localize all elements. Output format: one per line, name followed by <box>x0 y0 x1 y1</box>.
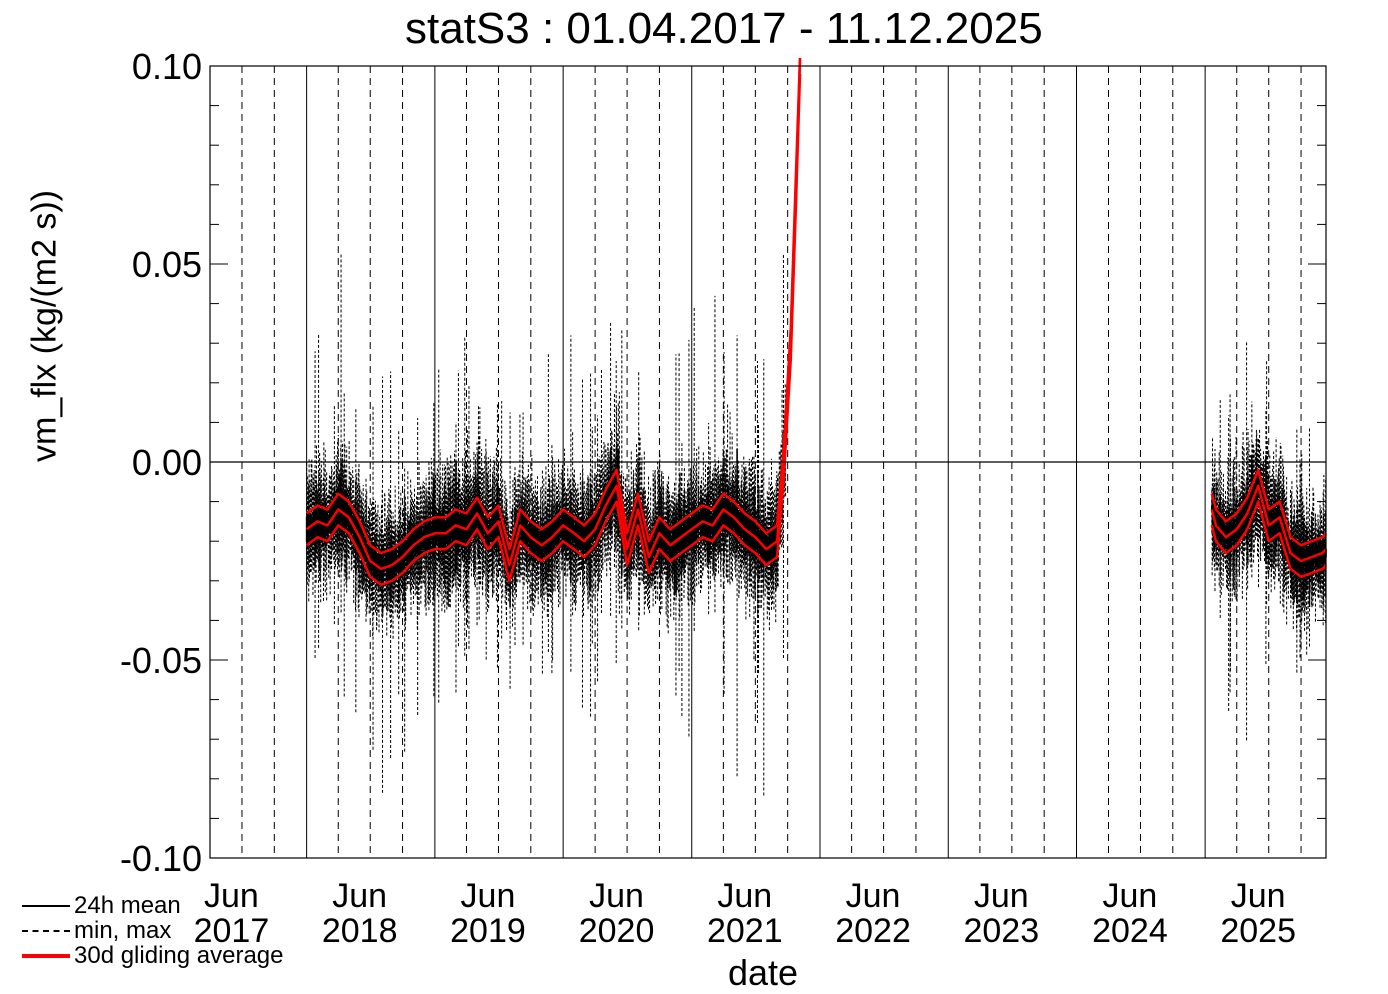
legend-swatch-solid <box>22 905 70 907</box>
legend-label: min, max <box>74 917 172 944</box>
axis-ticks: 0.100.050.00-0.05-0.10Jun2017Jun2018Jun2… <box>120 46 1326 950</box>
gliding-average-line <box>305 58 802 571</box>
legend-swatch-dashed <box>22 930 70 932</box>
legend-label: 24h mean <box>74 892 181 919</box>
x-tick-year: 2023 <box>963 912 1039 950</box>
gliding-average-line <box>1210 500 1327 579</box>
x-tick-month: Jun <box>461 877 516 915</box>
x-tick-year: 2021 <box>707 912 783 950</box>
y-tick-label: -0.05 <box>120 640 202 681</box>
gliding-average-line <box>1210 468 1327 547</box>
y-tick-label: 0.10 <box>132 46 202 87</box>
gliding-average-line <box>305 58 802 555</box>
x-tick-year: 2020 <box>579 912 655 950</box>
gliding-average-line <box>1210 484 1327 563</box>
y-tick-label: 0.00 <box>132 442 202 483</box>
chart-title: statS3 : 01.04.2017 - 11.12.2025 <box>405 4 1043 53</box>
x-tick-month: Jun <box>717 877 772 915</box>
y-axis-label: vm_flx (kg/(m2 s)) <box>25 190 64 462</box>
x-tick-month: Jun <box>1103 877 1158 915</box>
gliding-average-line <box>305 73 802 587</box>
y-tick-label: 0.05 <box>132 244 202 285</box>
legend-swatch-red <box>22 954 70 958</box>
x-tick-year: 2025 <box>1220 912 1296 950</box>
x-tick-month: Jun <box>1231 877 1286 915</box>
x-tick-month: Jun <box>846 877 901 915</box>
x-tick-month: Jun <box>974 877 1029 915</box>
x-tick-month: Jun <box>204 877 259 915</box>
x-tick-year: 2019 <box>450 912 526 950</box>
x-tick-year: 2017 <box>194 912 270 950</box>
x-tick-year: 2022 <box>835 912 911 950</box>
legend-label: 30d gliding average <box>74 942 284 969</box>
x-axis-label: date <box>728 952 799 993</box>
y-tick-label: -0.10 <box>120 838 202 879</box>
x-tick-month: Jun <box>589 877 644 915</box>
gliding-average-layer <box>305 58 1327 587</box>
x-tick-year: 2018 <box>322 912 398 950</box>
x-tick-month: Jun <box>332 877 387 915</box>
x-tick-year: 2024 <box>1092 912 1168 950</box>
